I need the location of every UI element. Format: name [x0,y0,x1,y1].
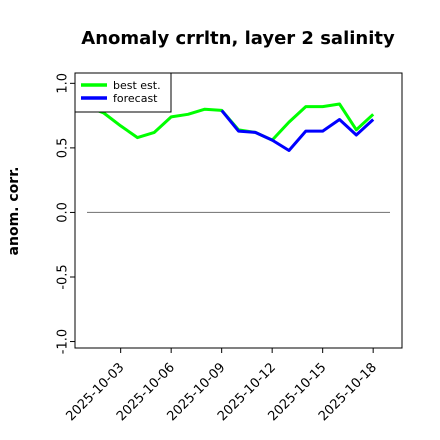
x-axis: 2025-10-032025-10-062025-10-092025-10-12… [63,348,380,424]
y-tick-label: 0.5 [56,138,71,159]
legend-label: forecast [113,92,158,105]
y-tick-label: -1.0 [56,329,71,354]
series-line-forecast [220,109,375,152]
legend-label: best est. [113,79,161,92]
y-tick-label: 1.0 [56,73,71,94]
series-layer [86,102,390,214]
chart-title: Anomaly crrltn, layer 2 salinity [81,28,395,49]
y-tick-label: 0.0 [56,202,71,223]
legend-box [74,72,172,113]
y-tick-label: -0.5 [56,264,71,289]
plot-area [74,72,403,349]
legend: best est.forecast [74,72,172,113]
y-axis-label: anom. corr. [6,167,22,256]
y-axis: 1.0 0.5 0.0 -0.5 -1.0 [56,73,75,354]
